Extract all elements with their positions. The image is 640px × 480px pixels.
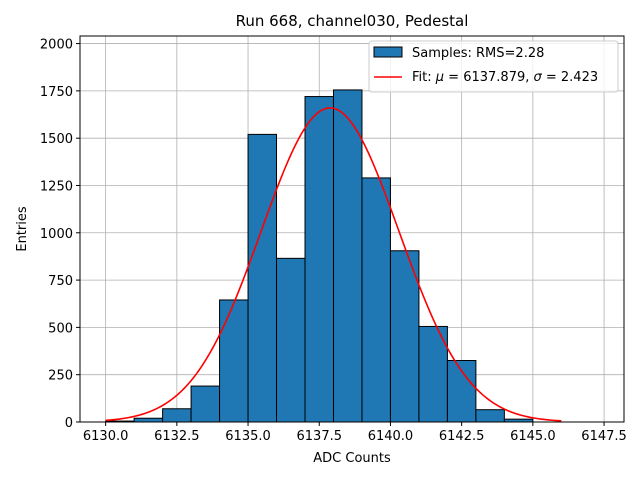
histogram-bar	[389, 250, 420, 423]
y-tick-label: 0	[65, 416, 73, 431]
y-tick-label: 1000	[40, 227, 73, 242]
chart-title: Run 668, channel030, Pedestal	[236, 12, 469, 30]
x-tick-label: 6140.0	[368, 429, 414, 444]
histogram-bars	[105, 89, 534, 423]
histogram-bar	[361, 177, 391, 423]
y-tick-label: 250	[48, 369, 73, 384]
legend-samples-label: Samples: RMS=2.28	[412, 46, 544, 61]
histogram-bar	[276, 257, 306, 423]
legend-fit-mu-value: = 6137.879,	[444, 70, 533, 85]
histogram-bar	[332, 89, 363, 423]
legend-fit-mu-symbol: μ	[435, 70, 444, 85]
legend: Samples: RMS=2.28 Fit: μ = 6137.879, σ =…	[368, 40, 619, 93]
histogram-bar	[418, 325, 448, 423]
x-tick-label: 6130.0	[83, 429, 129, 444]
histogram-bar	[219, 299, 249, 423]
histogram-bar	[190, 385, 221, 423]
y-tick-label: 1500	[40, 132, 73, 147]
y-tick-label: 1750	[40, 85, 73, 100]
legend-box	[368, 40, 619, 93]
y-tick-label: 1250	[40, 179, 73, 194]
legend-fit-sigma-value: = 2.423	[542, 70, 598, 85]
histogram-bar	[304, 96, 334, 423]
x-tick-label: 6147.5	[581, 429, 627, 444]
histogram-bar	[162, 408, 192, 423]
y-axis-label: Entries	[15, 206, 30, 252]
x-tick-label: 6137.5	[297, 429, 343, 444]
x-tick-label: 6142.5	[439, 429, 485, 444]
plot-frame	[79, 35, 625, 423]
y-axis-ticks: 0 250 500 750 1000 1250 1500 1750 2000	[40, 38, 80, 431]
legend-fit-prefix: Fit:	[412, 70, 436, 85]
x-tick-label: 6135.0	[225, 429, 271, 444]
x-axis-label: ADC Counts	[313, 451, 391, 466]
legend-fit-sigma-symbol: σ	[534, 70, 543, 85]
x-tick-label: 6145.0	[510, 429, 556, 444]
gaussian-fit-curve	[105, 107, 562, 422]
histogram-bar	[475, 409, 505, 423]
x-axis-ticks: 6130.0 6132.5 6135.0 6137.5 6140.0 6142.5 6145…	[83, 422, 627, 444]
y-tick-label: 500	[48, 321, 73, 336]
histogram-bar	[247, 133, 278, 423]
legend-samples-swatch	[373, 46, 403, 58]
x-tick-label: 6132.5	[154, 429, 200, 444]
legend-fit-label: Fit: μ = 6137.879, σ = 2.423	[412, 70, 598, 85]
histogram-bar	[133, 417, 164, 423]
y-tick-label: 2000	[40, 38, 73, 53]
y-tick-label: 750	[48, 274, 73, 289]
